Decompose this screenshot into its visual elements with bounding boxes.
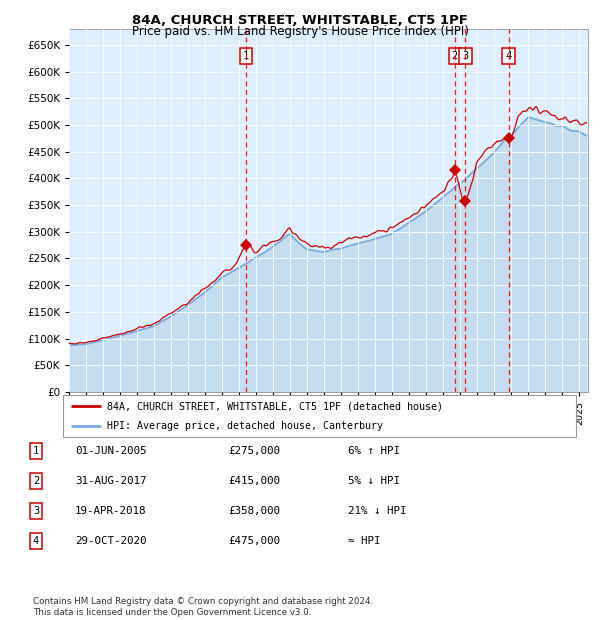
Text: 3: 3 xyxy=(33,506,39,516)
Text: 29-OCT-2020: 29-OCT-2020 xyxy=(75,536,146,546)
Text: ≈ HPI: ≈ HPI xyxy=(348,536,380,546)
Text: 19-APR-2018: 19-APR-2018 xyxy=(75,506,146,516)
Text: 84A, CHURCH STREET, WHITSTABLE, CT5 1PF (detached house): 84A, CHURCH STREET, WHITSTABLE, CT5 1PF … xyxy=(107,401,443,411)
Text: Price paid vs. HM Land Registry's House Price Index (HPI): Price paid vs. HM Land Registry's House … xyxy=(131,25,469,38)
Text: 1: 1 xyxy=(243,51,250,61)
Text: 2: 2 xyxy=(451,51,458,61)
Text: 6% ↑ HPI: 6% ↑ HPI xyxy=(348,446,400,456)
Text: £475,000: £475,000 xyxy=(228,536,280,546)
Text: 2: 2 xyxy=(33,476,39,486)
Text: 3: 3 xyxy=(463,51,469,61)
Text: 84A, CHURCH STREET, WHITSTABLE, CT5 1PF: 84A, CHURCH STREET, WHITSTABLE, CT5 1PF xyxy=(132,14,468,27)
Text: £358,000: £358,000 xyxy=(228,506,280,516)
Text: 1: 1 xyxy=(33,446,39,456)
Text: £275,000: £275,000 xyxy=(228,446,280,456)
Text: 4: 4 xyxy=(33,536,39,546)
Text: 4: 4 xyxy=(505,51,512,61)
Text: Contains HM Land Registry data © Crown copyright and database right 2024.
This d: Contains HM Land Registry data © Crown c… xyxy=(33,598,373,617)
Text: £415,000: £415,000 xyxy=(228,476,280,486)
Text: 01-JUN-2005: 01-JUN-2005 xyxy=(75,446,146,456)
Text: 5% ↓ HPI: 5% ↓ HPI xyxy=(348,476,400,486)
Text: 21% ↓ HPI: 21% ↓ HPI xyxy=(348,506,407,516)
Text: 31-AUG-2017: 31-AUG-2017 xyxy=(75,476,146,486)
Text: HPI: Average price, detached house, Canterbury: HPI: Average price, detached house, Cant… xyxy=(107,421,383,431)
